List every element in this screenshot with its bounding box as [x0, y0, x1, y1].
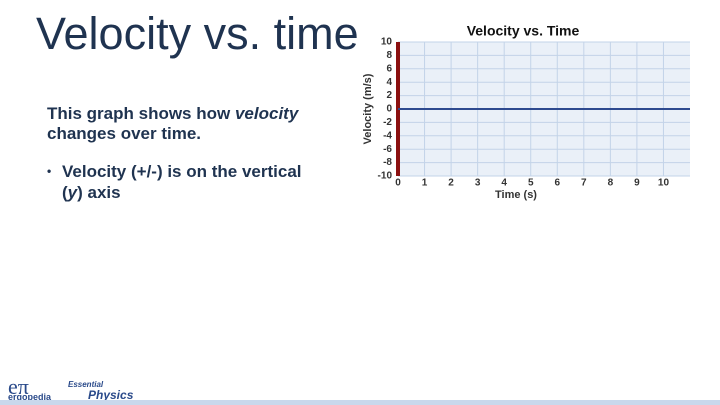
logo-symbol: eπ [8, 374, 29, 399]
x-tick-label: 0 [395, 178, 401, 189]
y-tick-label: -2 [383, 117, 392, 128]
x-tick-label: 2 [448, 178, 454, 189]
y-tick-label: 6 [386, 63, 392, 74]
x-tick-label: 5 [528, 178, 534, 189]
x-tick-label: 7 [581, 178, 587, 189]
text: This graph shows how [47, 104, 235, 123]
y-tick-label: 8 [386, 50, 392, 61]
x-axis-label: Time (s) [495, 189, 537, 201]
text: velocity [234, 104, 299, 123]
x-tick-label: 4 [501, 178, 507, 189]
chart-title: Velocity vs. Time [467, 23, 580, 39]
y-tick-label: -8 [383, 157, 392, 168]
x-tick-label: 10 [658, 178, 670, 189]
bullet: Velocity (+/-) is on the vertical (y) ax… [47, 161, 312, 203]
x-tick-label: 6 [554, 178, 560, 189]
slide-title: Velocity vs. time [36, 8, 359, 59]
x-tick-label: 3 [475, 178, 481, 189]
chart: Velocity vs. Time Time (s) Velocity (m/s… [362, 23, 690, 201]
y-axis-label: Velocity (m/s) [362, 73, 374, 144]
y-tick-label: -6 [383, 144, 392, 155]
y-tick-label: 4 [386, 77, 392, 88]
logo-series: Essential [68, 380, 104, 389]
y-tick-label: 10 [381, 37, 393, 48]
text: Velocity (+/-) is on the vertical ( [62, 162, 302, 202]
y-tick-label: -10 [378, 171, 393, 182]
text: changes over time. [47, 124, 202, 143]
intro-text: This graph shows how velocity changes ov… [47, 104, 317, 144]
logo-series: Physics [88, 388, 134, 402]
logo-brand: ergopedia [8, 392, 52, 402]
y-tick-label: 2 [386, 90, 392, 101]
x-tick-label: 8 [608, 178, 614, 189]
y-tick-label: 0 [386, 104, 392, 115]
x-tick-label: 9 [634, 178, 640, 189]
footer-strip [0, 400, 720, 405]
text: ) axis [77, 183, 121, 202]
y-tick-label: -4 [383, 130, 392, 141]
text: y [67, 183, 78, 202]
x-tick-label: 1 [422, 178, 428, 189]
